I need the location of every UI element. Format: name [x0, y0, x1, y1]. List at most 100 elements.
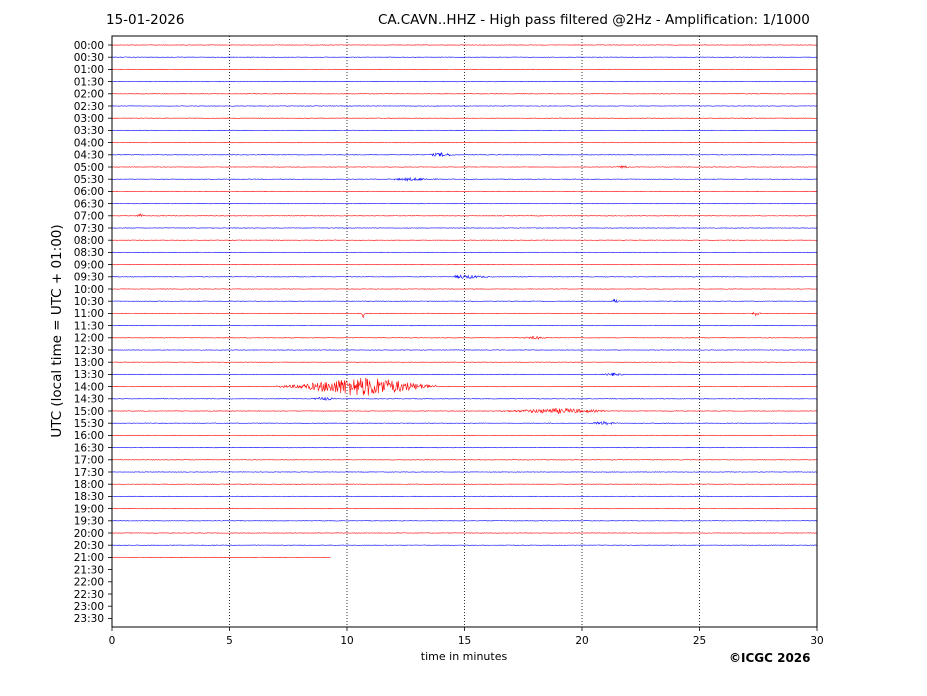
- y-tick-label: 04:30: [74, 150, 104, 162]
- copyright-label: ©ICGC 2026: [729, 651, 811, 665]
- date-label: 15-01-2026: [106, 12, 185, 28]
- trace-16:30: [111, 446, 818, 449]
- trace-08:30: [111, 251, 818, 254]
- trace-14:30: [111, 396, 818, 401]
- trace-16:00: [111, 434, 818, 437]
- y-tick-label: 21:30: [74, 564, 104, 576]
- trace-04:30: [111, 152, 818, 158]
- y-tick-label: 14:00: [74, 381, 104, 393]
- trace-03:30: [111, 129, 818, 132]
- trace-18:30: [111, 495, 818, 498]
- y-tick-label: 11:30: [74, 320, 104, 332]
- y-tick-label: 19:00: [74, 503, 104, 515]
- x-tick-label: 0: [109, 635, 116, 647]
- trace-12:30: [111, 349, 818, 351]
- trace-05:30: [111, 176, 818, 182]
- trace-06:30: [111, 203, 818, 205]
- y-tick-label: 19:30: [74, 516, 104, 528]
- trace-17:00: [111, 459, 818, 461]
- trace-04:00: [111, 141, 818, 144]
- trace-11:30: [111, 324, 818, 327]
- x-tick-label: 5: [226, 635, 233, 647]
- y-tick-label: 09:00: [74, 259, 104, 271]
- trace-19:00: [111, 507, 818, 510]
- y-tick-label: 10:00: [74, 284, 104, 296]
- trace-08:00: [111, 239, 818, 241]
- x-axis-label: time in minutes: [420, 650, 508, 663]
- trace-05:00: [111, 164, 818, 170]
- trace-02:30: [111, 105, 818, 107]
- trace-00:30: [111, 56, 818, 58]
- x-tick-label: 25: [693, 635, 706, 647]
- trace-10:00: [111, 288, 818, 290]
- y-tick-label: 07:00: [74, 211, 104, 223]
- y-tick-label: 00:00: [74, 40, 104, 52]
- trace-12:00: [111, 336, 817, 341]
- y-tick-label: 13:00: [74, 357, 104, 369]
- y-tick-label: 17:30: [74, 467, 104, 479]
- trace-01:30: [111, 80, 818, 83]
- trace-00:00: [111, 44, 818, 46]
- trace-15:30: [111, 420, 818, 426]
- trace-07:30: [111, 227, 818, 229]
- y-tick-label: 15:30: [74, 418, 104, 430]
- y-tick-label: 15:00: [74, 406, 104, 418]
- trace-21:00: [111, 556, 331, 559]
- y-tick-label: 09:30: [74, 272, 104, 284]
- trace-11:00: [111, 311, 818, 319]
- y-tick-label: 23:30: [74, 613, 104, 625]
- y-tick-label: 08:00: [74, 235, 104, 247]
- y-tick-label: 16:30: [74, 442, 104, 454]
- y-tick-label: 22:30: [74, 589, 104, 601]
- y-tick-label: 02:30: [74, 101, 104, 113]
- trace-13:30: [111, 372, 818, 377]
- y-tick-label: 01:00: [74, 64, 104, 76]
- trace-03:00: [111, 117, 818, 119]
- y-tick-label: 21:00: [74, 552, 104, 564]
- chart-title: CA.CAVN..HHZ - High pass filtered @2Hz -…: [378, 12, 810, 28]
- y-tick-label: 10:30: [74, 296, 104, 308]
- trace-20:30: [111, 544, 818, 546]
- trace-13:00: [111, 361, 818, 363]
- trace-09:00: [111, 263, 818, 266]
- y-tick-label: 20:30: [74, 540, 104, 552]
- y-tick-label: 05:30: [74, 174, 104, 186]
- trace-20:00: [111, 532, 818, 534]
- y-tick-label: 07:30: [74, 223, 104, 235]
- y-tick-label: 03:30: [74, 125, 104, 137]
- x-tick-label: 30: [810, 635, 823, 647]
- y-tick-label: 12:30: [74, 345, 104, 357]
- trace-06:00: [111, 190, 818, 193]
- trace-15:00: [111, 407, 818, 414]
- y-tick-label: 11:00: [74, 308, 104, 320]
- y-tick-label: 17:00: [74, 455, 104, 467]
- y-tick-label: 14:30: [74, 394, 104, 406]
- y-tick-label: 04:00: [74, 137, 104, 149]
- trace-17:30: [111, 471, 818, 473]
- y-tick-label: 18:30: [74, 491, 104, 503]
- trace-07:00: [111, 212, 818, 218]
- trace-01:00: [111, 68, 818, 71]
- x-tick-label: 20: [575, 635, 588, 647]
- y-tick-label: 06:00: [74, 186, 104, 198]
- y-tick-label: 16:00: [74, 430, 104, 442]
- y-tick-label: 01:30: [74, 76, 104, 88]
- x-tick-label: 15: [458, 635, 471, 647]
- y-tick-label: 06:30: [74, 198, 104, 210]
- y-tick-label: 05:00: [74, 162, 104, 174]
- y-tick-label: 20:00: [74, 528, 104, 540]
- y-tick-label: 22:00: [74, 577, 104, 589]
- plot-frame: [111, 35, 818, 628]
- trace-18:00: [111, 483, 818, 485]
- y-tick-label: 02:00: [74, 89, 104, 101]
- y-tick-label: 23:00: [74, 601, 104, 613]
- y-tick-label: 08:30: [74, 247, 104, 259]
- trace-10:30: [111, 298, 818, 304]
- y-tick-label: 03:00: [74, 113, 104, 125]
- x-tick-label: 10: [340, 635, 353, 647]
- y-tick-label: 13:30: [74, 369, 104, 381]
- trace-02:00: [111, 93, 818, 95]
- trace-14:00: [111, 377, 818, 396]
